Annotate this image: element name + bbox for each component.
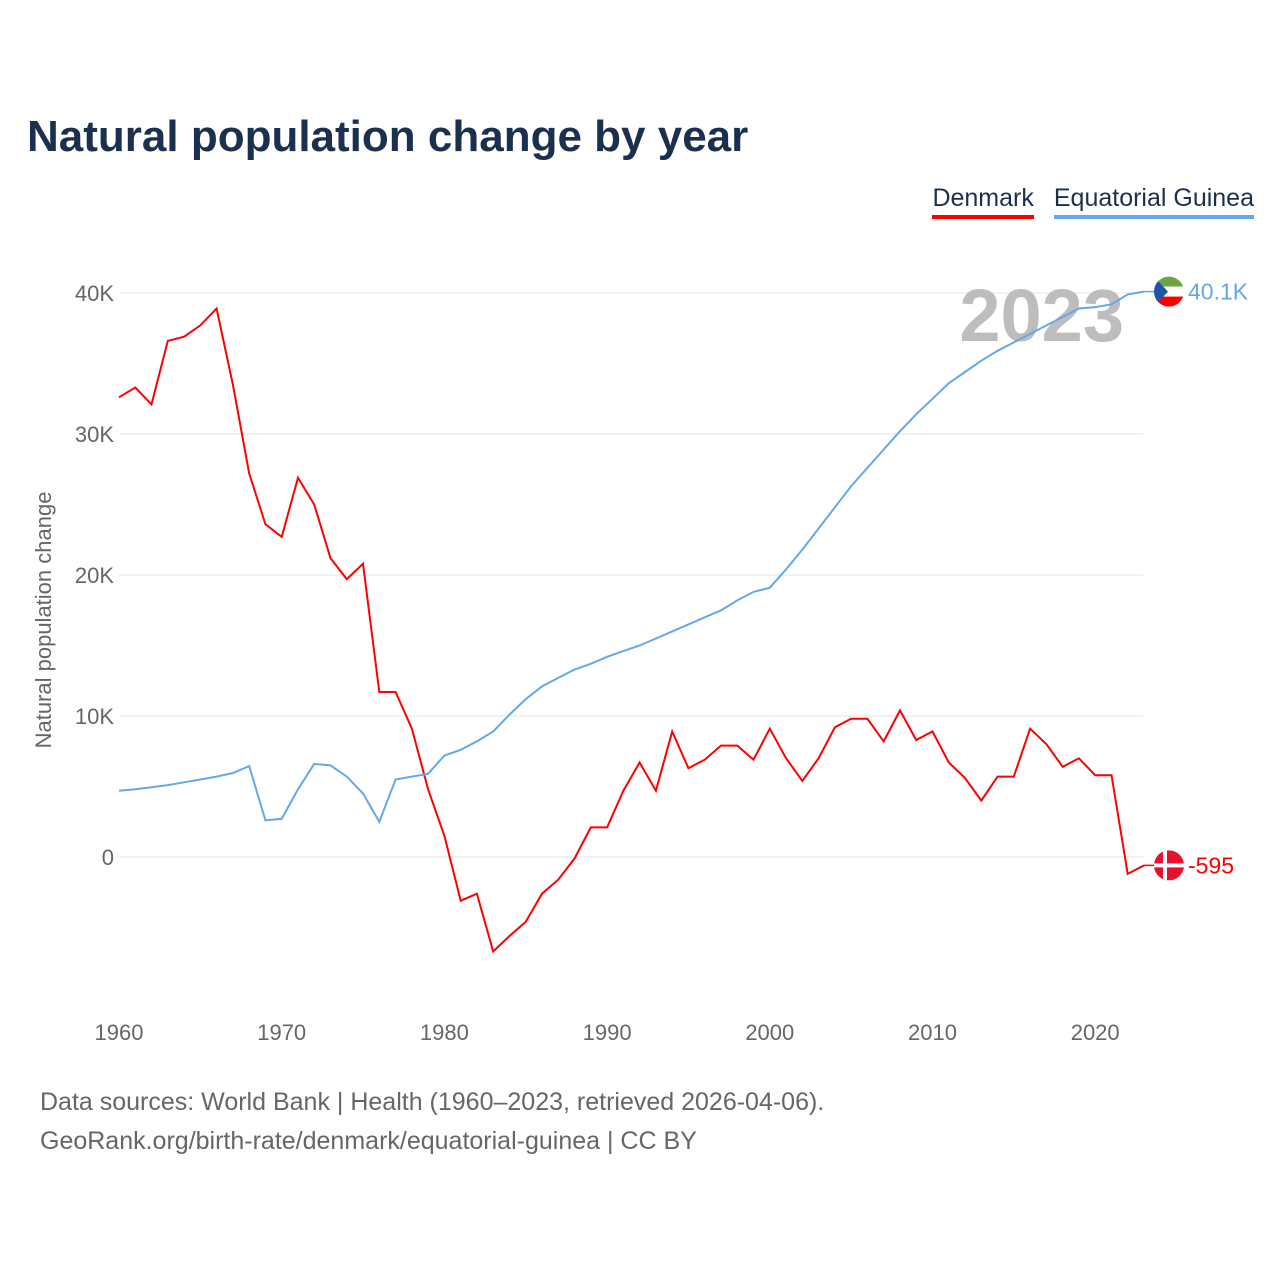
y-axis-label: Natural population change [31,492,56,749]
y-tick-label: 10K [75,704,114,729]
legend-denmark[interactable]: Denmark [932,184,1034,219]
y-tick-label: 0 [102,845,114,870]
denmark-flag-icon [1154,850,1184,881]
legend: Denmark Equatorial Guinea [932,184,1254,219]
x-tick-label: 2010 [908,1020,957,1045]
year-label: 2023 [959,274,1124,357]
x-tick-label: 1990 [583,1020,632,1045]
x-tick-label: 1980 [420,1020,469,1045]
x-tick-label: 2000 [745,1020,794,1045]
end-value-label: -595 [1188,852,1234,878]
end-value-label: 40.1K [1188,279,1249,305]
y-tick-label: 40K [75,281,114,306]
source-line-2[interactable]: GeoRank.org/birth-rate/denmark/equatoria… [40,1127,697,1155]
series-line-denmark [118,306,1145,954]
series-line-equatorial-guinea [118,290,1145,825]
y-tick-label: 20K [75,563,114,588]
y-tick-label: 30K [75,422,114,447]
equatorial-guinea-flag-icon [1154,276,1184,307]
source-line-1: Data sources: World Bank | Health (1960–… [40,1088,825,1116]
x-tick-label: 1970 [257,1020,306,1045]
x-tick-label: 1960 [95,1020,144,1045]
x-tick-label: 2020 [1071,1020,1120,1045]
chart-title: Natural population change by year [27,112,749,161]
legend-equatorial-guinea[interactable]: Equatorial Guinea [1053,184,1254,219]
